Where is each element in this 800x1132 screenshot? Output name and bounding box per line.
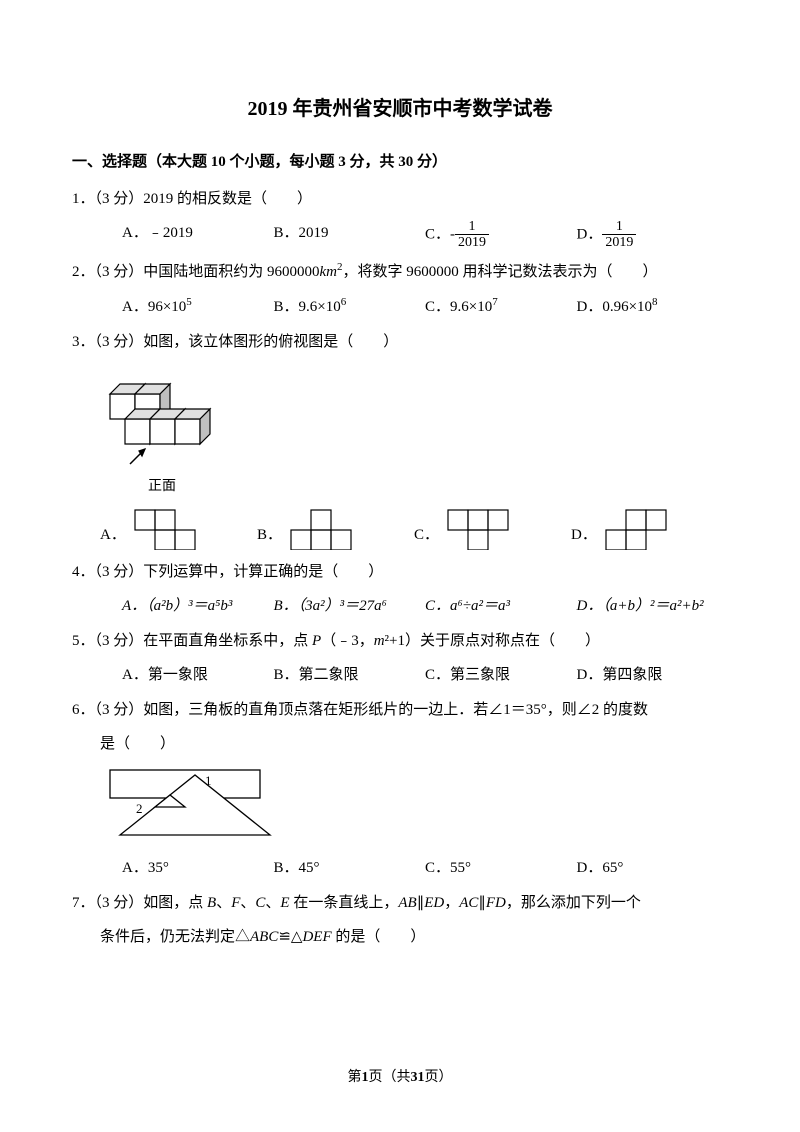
svg-text:1: 1: [205, 773, 212, 788]
frac-num: 1: [455, 219, 489, 235]
q1-opt-b: B．2019: [274, 219, 426, 251]
opt-letter: C．: [414, 521, 439, 550]
question-6: 6．（3 分）如图，三角板的直角顶点落在矩形纸片的一边上．若∠1＝35°，则∠2…: [72, 696, 728, 725]
opt-letter: D．: [571, 521, 597, 550]
question-2: 2．（3 分）中国陆地面积约为 9600000km2，将数字 9600000 用…: [72, 257, 728, 287]
question-7: 7．（3 分）如图，点 B、F、C、E 在一条直线上，AB∥ED，AC∥FD，那…: [72, 889, 728, 918]
q1-opt-d: D．12019: [577, 219, 729, 251]
question-3: 3．（3 分）如图，该立体图形的俯视图是（ ）: [72, 328, 728, 357]
page-footer: 第1页（共31页）: [0, 1065, 800, 1092]
q2-stem-post: ，将数字 9600000 用科学记数法表示为（ ）: [343, 264, 658, 280]
page-total: 31: [411, 1070, 425, 1085]
q6-opt-d: D．65°: [577, 854, 729, 883]
frac-num: 1: [602, 219, 636, 235]
section-1-header: 一、选择题（本大题 10 个小题，每小题 3 分，共 30 分）: [72, 148, 728, 177]
q5-opt-b: B．第二象限: [274, 661, 426, 690]
question-1: 1．（3 分）2019 的相反数是（ ）: [72, 185, 728, 214]
q2-opt-c: C．9.6×107: [425, 292, 577, 322]
triangle-figure: 1 2: [100, 765, 728, 851]
q4-opt-a: A．（a²b）³＝a⁵b³: [122, 592, 274, 621]
q1-opt-a: A．﹣2019: [122, 219, 274, 251]
question-6b: 是（ ）: [72, 730, 728, 759]
q2-opt-d: D．0.96×108: [577, 292, 729, 322]
q6-opt-c: C．55°: [425, 854, 577, 883]
q2-unit: km: [320, 264, 338, 280]
q3-opt-a: A．: [100, 505, 257, 550]
q4-opt-c: C．a⁶÷a²＝a³: [425, 592, 577, 621]
page-number: 1: [362, 1070, 369, 1085]
q6-options: A．35° B．45° C．55° D．65°: [72, 854, 728, 883]
question-4: 4．（3 分）下列运算中，计算正确的是（ ）: [72, 558, 728, 587]
question-5: 5．（3 分）在平面直角坐标系中，点 P（﹣3，m²+1）关于原点对称点在（ ）: [72, 627, 728, 656]
q3-opt-c: C．: [414, 505, 571, 550]
top-view-a-icon: [130, 505, 210, 550]
fraction-icon: 12019: [455, 219, 489, 251]
top-view-b-icon: [286, 505, 366, 550]
q2-options: A．96×105 B．9.6×106 C．9.6×107 D．0.96×108: [72, 292, 728, 322]
q5-opt-a: A．第一象限: [122, 661, 274, 690]
q4-opt-b: B．（3a²）³＝27a⁶: [274, 592, 426, 621]
top-view-d-icon: [601, 505, 681, 550]
q2-stem-pre: 2．（3 分）中国陆地面积约为 9600000: [72, 264, 320, 280]
front-label: 正面: [148, 474, 728, 501]
q1-options: A．﹣2019 B．2019 C．-12019 D．12019: [72, 219, 728, 251]
opt-letter: B．: [257, 521, 282, 550]
q5-opt-c: C．第三象限: [425, 661, 577, 690]
q2-opt-a: A．96×105: [122, 292, 274, 322]
q4-opt-d: D．（a+b）²＝a²+b²: [577, 592, 729, 621]
cube-3d-figure: 正面: [100, 364, 728, 501]
opt-letter: A．: [100, 521, 126, 550]
q3-opt-b: B．: [257, 505, 414, 550]
q1-c-prefix: C．: [425, 226, 450, 242]
q6-opt-b: B．45°: [274, 854, 426, 883]
q2-opt-b: B．9.6×106: [274, 292, 426, 322]
q5-options: A．第一象限 B．第二象限 C．第三象限 D．第四象限: [72, 661, 728, 690]
q1-d-prefix: D．: [577, 226, 603, 242]
exam-title: 2019 年贵州省安顺市中考数学试卷: [72, 90, 728, 128]
frac-den: 2019: [455, 235, 489, 250]
q6-opt-a: A．35°: [122, 854, 274, 883]
svg-text:2: 2: [136, 801, 143, 816]
q5-opt-d: D．第四象限: [577, 661, 729, 690]
question-7b: 条件后，仍无法判定△ABC≌△DEF 的是（ ）: [72, 923, 728, 952]
q1-opt-c: C．-12019: [425, 219, 577, 251]
q3-options: A． B． C．: [72, 505, 728, 550]
q3-opt-d: D．: [571, 505, 728, 550]
q4-options: A．（a²b）³＝a⁵b³ B．（3a²）³＝27a⁶ C．a⁶÷a²＝a³ D…: [72, 592, 728, 621]
top-view-c-icon: [443, 505, 523, 550]
frac-den: 2019: [602, 235, 636, 250]
fraction-icon: 12019: [602, 219, 636, 251]
